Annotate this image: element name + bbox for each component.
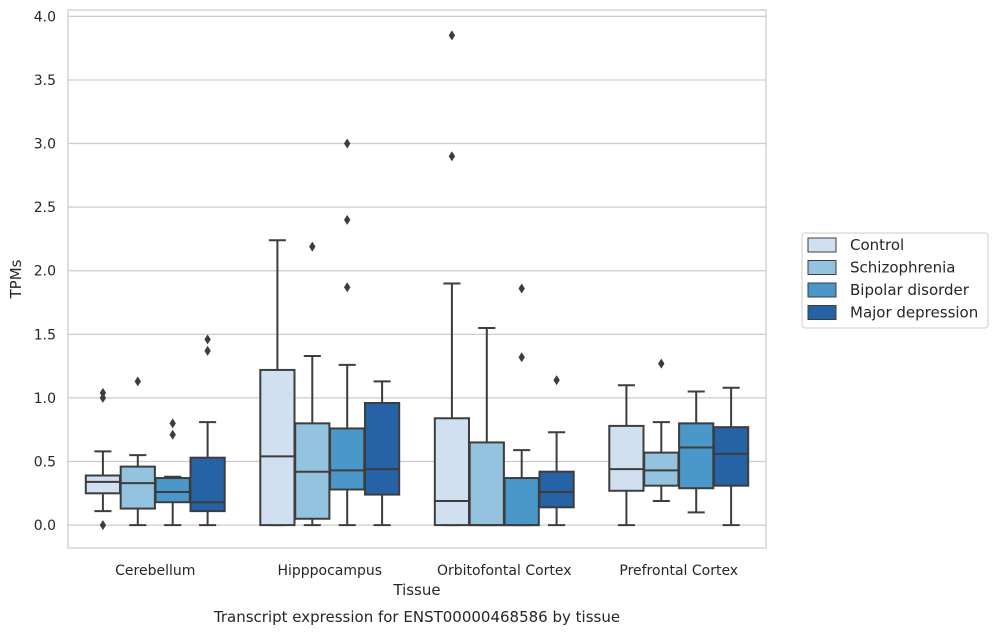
legend-label: Major depression <box>850 304 978 322</box>
box-1-3 <box>433 30 471 527</box>
outlier-point <box>658 358 665 369</box>
box-2-1 <box>119 376 156 527</box>
outlier-point <box>518 352 525 363</box>
x-tick-label: Prefrontal Cortex <box>619 563 738 579</box>
outlier-point <box>344 138 351 149</box>
y-tick-label: 0.5 <box>34 455 56 471</box>
box-1-2 <box>259 239 296 527</box>
box-iqr <box>363 402 401 496</box>
plot-area <box>84 30 750 531</box>
legend-label: Control <box>850 236 904 254</box>
box-iqr <box>712 426 750 487</box>
y-tick-label: 2.0 <box>34 264 56 280</box>
outlier-point <box>553 375 560 386</box>
box-iqr <box>119 465 156 510</box>
outlier-point <box>344 282 351 293</box>
gridlines <box>68 15 766 526</box>
legend-frame <box>801 232 989 329</box>
box-iqr <box>678 422 715 490</box>
outlier-point <box>344 214 351 225</box>
outlier-point <box>169 429 176 440</box>
y-axis-ticks: 0.0 0.5 1.0 1.5 2.0 2.5 3.0 3.5 4.0 <box>34 9 56 534</box>
y-tick-label: 1.5 <box>34 327 56 343</box>
legend-swatch <box>807 237 837 253</box>
x-axis-ticks: Cerebellum Hipppocampus Orbitofontal Corte… <box>115 563 738 579</box>
y-tick-label: 3.0 <box>34 137 56 153</box>
box-3-4 <box>678 390 715 514</box>
y-tick-label: 3.5 <box>34 73 56 89</box>
legend-label: Schizophrenia <box>850 259 955 277</box>
outlier-point <box>169 418 176 429</box>
y-axis-label: TPMs <box>7 259 25 299</box>
outlier-point <box>448 30 456 41</box>
legend-swatch <box>807 282 837 298</box>
x-tick-label: Orbitofontal Cortex <box>437 563 572 579</box>
plot-frame <box>67 9 767 549</box>
outlier-point <box>204 334 211 345</box>
outlier-point <box>134 376 141 387</box>
box-4-1 <box>189 334 226 527</box>
box-iqr <box>329 427 366 491</box>
chart-caption: Transcript expression for ENST0000046858… <box>213 608 620 626</box>
outlier-point <box>99 520 107 531</box>
outlier-point <box>99 392 107 403</box>
outlier-point <box>518 283 525 294</box>
box-2-3 <box>468 326 505 527</box>
legend-swatch <box>807 305 837 320</box>
outlier-point <box>204 345 211 356</box>
outlier-point <box>309 241 316 252</box>
y-tick-label: 1.0 <box>34 391 56 407</box>
outlier-point <box>99 387 107 398</box>
box-1-4 <box>608 384 645 527</box>
legend-swatch <box>807 260 837 275</box>
box-3-3 <box>503 283 540 527</box>
box-iqr <box>433 417 471 527</box>
legend-label: Bipolar disorder <box>850 281 970 299</box>
x-tick-label: Hipppocampus <box>277 563 382 579</box>
box-4-4 <box>712 386 750 527</box>
box-3-2 <box>329 138 366 527</box>
box-iqr <box>503 477 540 527</box>
x-axis-label: Tissue <box>392 581 440 599</box>
box-iqr <box>608 424 645 492</box>
box-iqr <box>154 477 191 504</box>
box-iqr <box>84 474 122 495</box>
box-iqr <box>259 368 296 527</box>
box-iqr <box>468 441 505 527</box>
box-4-3 <box>538 375 575 527</box>
box-2-4 <box>643 358 680 502</box>
x-tick-label: Cerebellum <box>115 563 195 579</box>
box-4-2 <box>363 380 401 527</box>
box-iqr <box>643 451 680 487</box>
box-iqr <box>538 470 575 509</box>
y-tick-label: 2.5 <box>34 200 56 216</box>
legend: Control Schizophrenia Bipolar disorder Majo… <box>801 232 989 329</box>
box-2-2 <box>294 241 331 527</box>
outlier-point <box>448 151 456 162</box>
box-3-1 <box>154 418 191 527</box>
y-tick-label: 0.0 <box>34 518 56 534</box>
y-tick-label: 4.0 <box>34 9 56 25</box>
box-1-1 <box>84 387 122 531</box>
